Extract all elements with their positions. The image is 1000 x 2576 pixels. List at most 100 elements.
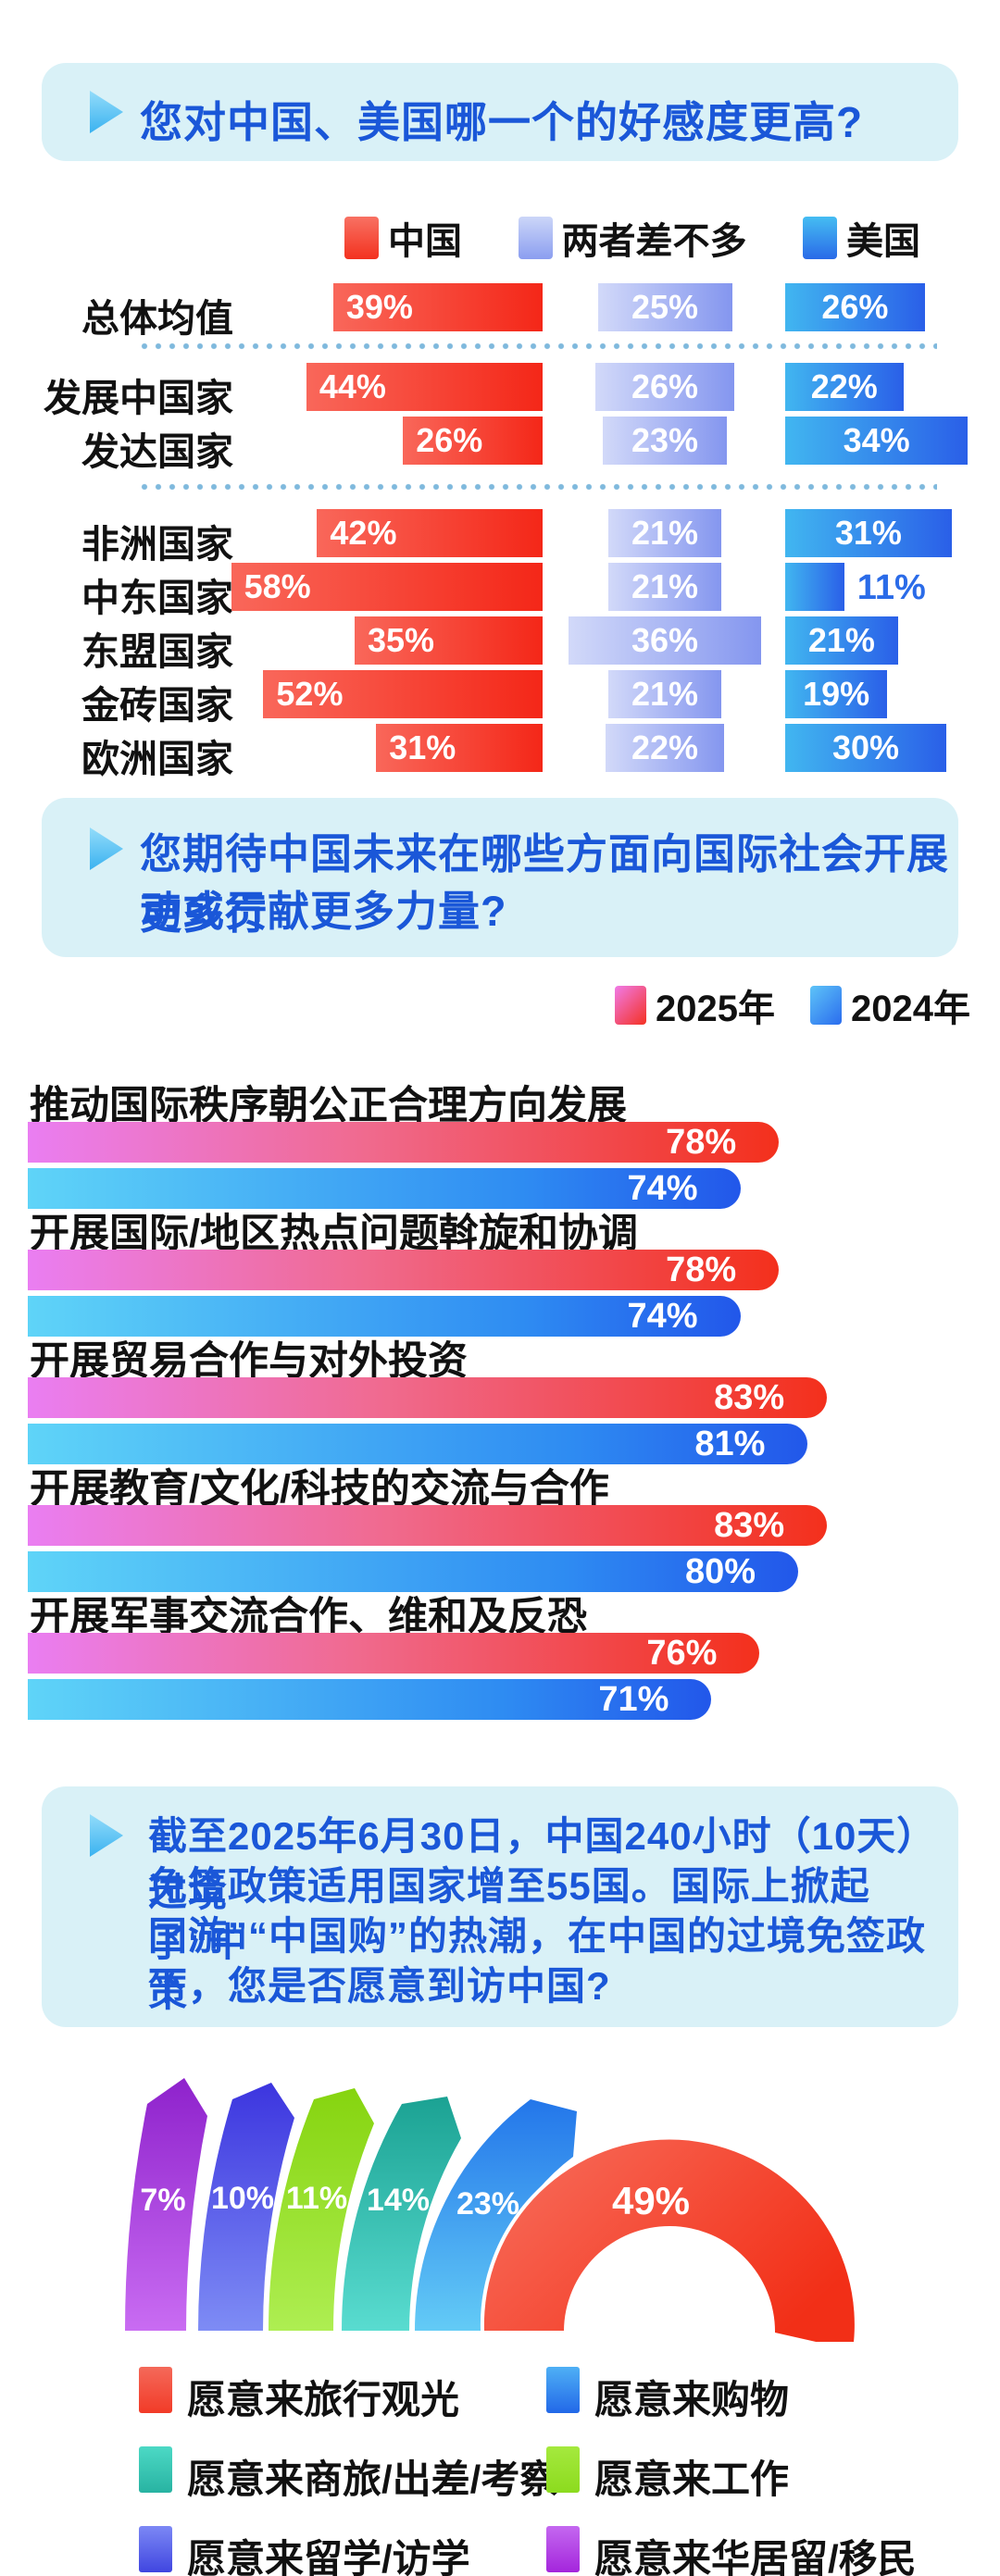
- bar-value: 30%: [831, 728, 900, 766]
- section2-title-line2: 动或贡献更多力量?: [140, 888, 507, 935]
- bar-value: 35%: [368, 621, 435, 659]
- tourism-swatch-icon: [139, 2367, 172, 2413]
- bar-neutral: 25%: [597, 283, 732, 331]
- legend-item-2024: 2024年: [810, 978, 970, 1032]
- bar-value: 19%: [803, 675, 870, 713]
- row-label: 中东国家: [81, 577, 233, 619]
- bar-china: 44%: [306, 363, 543, 411]
- bar-2024: 81%: [28, 1424, 808, 1464]
- bar-value: 21%: [807, 621, 875, 659]
- bar-value: 83%: [714, 1505, 785, 1545]
- table-row: 东盟国家 35% 36% 21%: [0, 616, 1000, 673]
- legend-label: 愿意来商旅/出差/考察: [187, 2458, 559, 2501]
- legend-row: 愿意来留学/访学 愿意来华居留/移民: [0, 2525, 1000, 2576]
- bar-value: 36%: [631, 621, 699, 659]
- dotted-divider: [141, 342, 937, 350]
- bar-china: 26%: [403, 417, 543, 465]
- bar-value: 42%: [330, 514, 397, 552]
- play-triangle-icon: [90, 828, 123, 870]
- table-row: 金砖国家 52% 21% 19%: [0, 670, 1000, 727]
- business-swatch-icon: [139, 2446, 172, 2493]
- bar-value: 25%: [631, 288, 699, 326]
- section3-title-line4: 下，您是否愿意到访中国?: [148, 1964, 611, 2008]
- item-label: 推动国际秩序朝公正合理方向发展: [30, 1084, 627, 1128]
- bar-value: 26%: [821, 288, 889, 326]
- bar-value: 81%: [694, 1424, 766, 1463]
- table-row: 非洲国家 42% 21% 31%: [0, 509, 1000, 566]
- legend-row: 愿意来旅行观光 愿意来购物: [0, 2366, 1000, 2421]
- legend-label: 愿意来工作: [594, 2458, 790, 2501]
- item-label: 开展军事交流合作、维和及反恐: [30, 1595, 587, 1639]
- bar-value: 21%: [631, 514, 699, 552]
- bar-china: 31%: [376, 724, 543, 772]
- row-label: 东盟国家: [81, 630, 233, 673]
- bar-value: 78%: [666, 1250, 737, 1289]
- legend-label: 美国: [846, 221, 920, 262]
- legend-item-usa: 美国: [803, 211, 920, 265]
- section1-title: 您对中国、美国哪一个的好感度更高?: [140, 98, 864, 146]
- fan-petal-chart: 7% 10% 11% 14% 23% 49%: [125, 2078, 858, 2342]
- dotted-divider: [141, 483, 937, 491]
- row-label: 金砖国家: [81, 684, 233, 727]
- bar-china: 35%: [355, 616, 543, 665]
- section3-title-line2: 免签政策适用国家增至55国。国际上掀起了“中: [148, 1864, 870, 1964]
- bar-value: 76%: [646, 1633, 718, 1673]
- bar-china: 52%: [263, 670, 543, 718]
- bar-value: 22%: [631, 728, 699, 766]
- bar-2025: 78%: [28, 1122, 780, 1163]
- bar-2024: 74%: [28, 1296, 741, 1337]
- petal-study: [198, 2083, 294, 2331]
- bar-value: 80%: [684, 1551, 756, 1591]
- usa-swatch-icon: [803, 217, 837, 259]
- year2025-swatch-icon: [615, 986, 647, 1025]
- row-label: 总体均值: [81, 297, 233, 340]
- legend-label: 愿意来购物: [594, 2378, 790, 2421]
- bar-usa: 22%: [785, 363, 904, 411]
- legend-label: 愿意来留学/访学: [187, 2537, 470, 2576]
- row-label: 非洲国家: [81, 523, 233, 566]
- bar-china: 42%: [317, 509, 543, 557]
- bar-value: 22%: [810, 367, 878, 405]
- bar-2025: 76%: [28, 1633, 760, 1674]
- bar-value: 21%: [631, 567, 699, 605]
- segment-value: 7%: [140, 2183, 185, 2218]
- row-label: 欧洲国家: [81, 738, 233, 780]
- item-label: 开展贸易合作与对外投资: [30, 1339, 468, 1384]
- bar-usa: 21%: [785, 616, 898, 665]
- bar-value: 26%: [416, 421, 483, 459]
- bar-neutral: 23%: [603, 417, 727, 465]
- bar-2024: 80%: [28, 1551, 798, 1592]
- bar-usa: 19%: [785, 670, 888, 718]
- section2-title-line1: 您期待中国未来在哪些方面向国际社会开展更多行: [140, 830, 950, 938]
- table-row: 发达国家 26% 23% 34%: [0, 417, 1000, 473]
- bar-2025: 78%: [28, 1250, 780, 1290]
- section3-header-box: [42, 1786, 958, 2027]
- china-swatch-icon: [344, 217, 379, 259]
- segment-value: 11%: [286, 2181, 347, 2216]
- bar-china: 58%: [231, 563, 543, 611]
- petal-business: [341, 2097, 461, 2331]
- legend-item-neutral: 两者差不多: [518, 211, 747, 265]
- bar-value: 52%: [276, 675, 344, 713]
- bar-value: 74%: [627, 1168, 698, 1208]
- row-label: 发展中国家: [44, 377, 233, 419]
- legend-item-china: 中国: [344, 211, 462, 265]
- bar-value: 31%: [834, 514, 902, 552]
- section2-header-box: 您期待中国未来在哪些方面向国际社会开展更多行 动或贡献更多力量?: [42, 798, 958, 957]
- arch-tourism: [480, 2135, 858, 2342]
- section2-legend: 2025年 2024年: [615, 985, 970, 1029]
- bar-value-outside: 11%: [856, 568, 926, 607]
- legend-label: 愿意来华居留/移民: [594, 2537, 917, 2576]
- bar-neutral: 26%: [594, 363, 735, 411]
- bar-2025: 83%: [28, 1505, 828, 1546]
- bar-usa: 31%: [785, 509, 952, 557]
- bar-usa: 34%: [785, 417, 969, 465]
- bar-value: 34%: [843, 421, 910, 459]
- legend-row: 愿意来商旅/出差/考察 愿意来工作: [0, 2445, 1000, 2501]
- bar-value: 31%: [389, 728, 456, 766]
- table-row: 中东国家 58% 21% 11%: [0, 563, 1000, 619]
- bar-usa: 30%: [785, 724, 946, 772]
- shopping-swatch-icon: [546, 2367, 580, 2413]
- table-row: 欧洲国家 31% 22% 30%: [0, 724, 1000, 780]
